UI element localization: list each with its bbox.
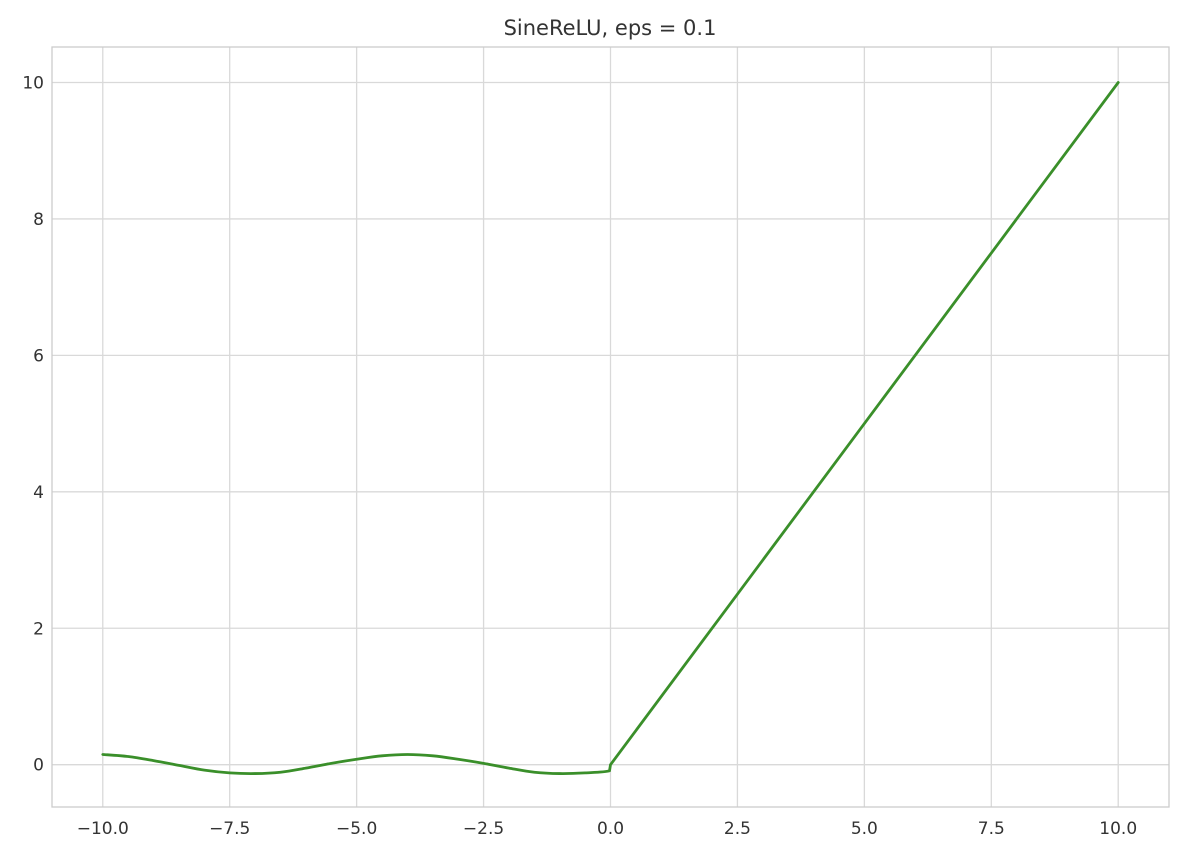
y-tick-label: 8 xyxy=(33,210,44,230)
y-tick-label: 0 xyxy=(33,756,44,776)
x-tick-label: −7.5 xyxy=(209,819,250,839)
x-tick-label: 0.0 xyxy=(597,819,624,839)
y-tick-label: 4 xyxy=(33,483,44,503)
y-tick-labels: 0 2 4 6 8 10 xyxy=(22,73,44,775)
x-tick-label: −2.5 xyxy=(463,819,504,839)
y-tick-label: 10 xyxy=(22,73,44,93)
x-tick-label: 7.5 xyxy=(978,819,1005,839)
series-lines xyxy=(101,81,1120,775)
grid-lines xyxy=(52,47,1169,807)
x-tick-labels: −10.0 −7.5 −5.0 −2.5 0.0 2.5 5.0 7.5 10.0 xyxy=(77,819,1137,839)
x-tick-label: 2.5 xyxy=(724,819,751,839)
chart-title: SineReLU, eps = 0.1 xyxy=(504,16,717,40)
x-tick-label: 10.0 xyxy=(1099,819,1137,839)
series-line xyxy=(101,81,1120,775)
x-tick-label: 5.0 xyxy=(851,819,878,839)
y-tick-label: 6 xyxy=(33,346,44,366)
x-tick-label: −10.0 xyxy=(77,819,129,839)
x-tick-label: −5.0 xyxy=(336,819,377,839)
plot-frame xyxy=(51,46,1170,808)
y-tick-label: 2 xyxy=(33,619,44,639)
